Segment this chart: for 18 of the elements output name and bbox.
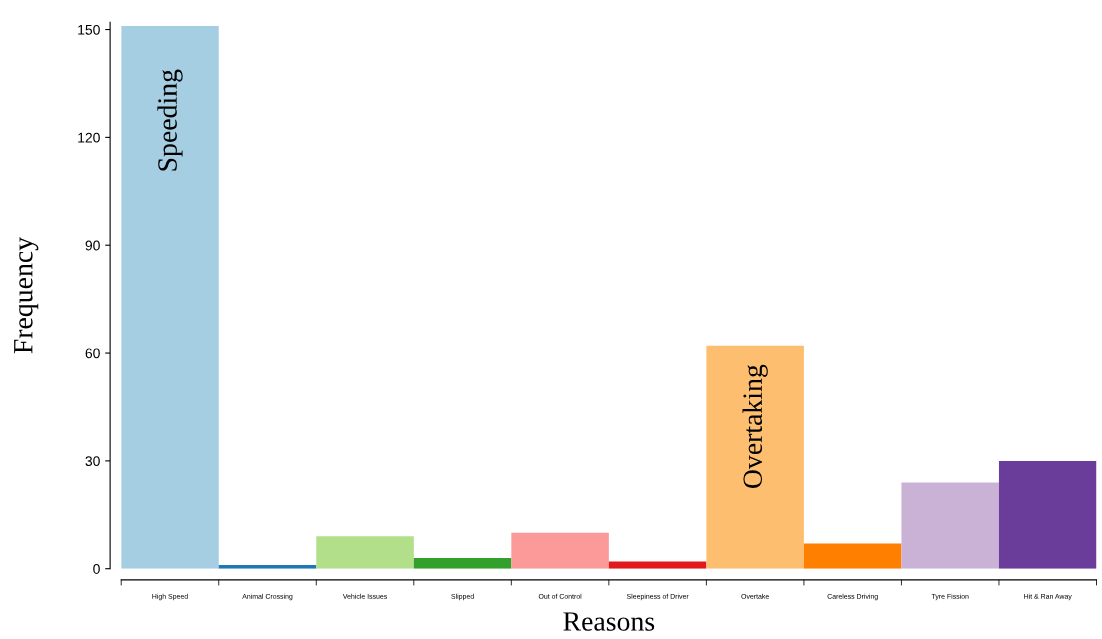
x-axis-title: Reasons	[563, 612, 655, 631]
annotation: Overtaking	[742, 364, 768, 488]
bar	[803, 543, 902, 569]
bar	[121, 25, 219, 569]
bar	[413, 557, 512, 569]
y-tick-label: 90	[85, 240, 100, 251]
y-tick-label: 30	[85, 456, 100, 467]
bar	[706, 345, 804, 569]
bar	[316, 536, 414, 569]
y-tick-label: 0	[93, 564, 100, 574]
y-tick-label: 120	[78, 132, 100, 143]
bar	[511, 532, 609, 569]
bar	[998, 460, 1097, 569]
y-tick-label: 150	[78, 24, 100, 35]
y-axis-title: Frequency	[14, 237, 39, 354]
annotation: Speeding	[157, 69, 183, 171]
bar	[901, 482, 999, 569]
y-tick-label: 60	[85, 348, 100, 359]
